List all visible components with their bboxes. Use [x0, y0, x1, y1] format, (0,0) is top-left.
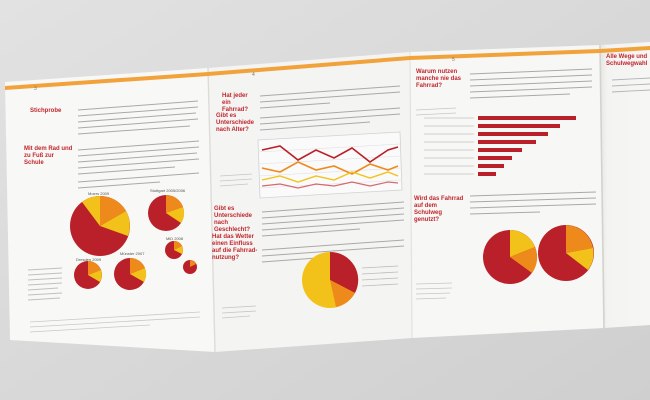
pie-chart-all-trips: [538, 225, 594, 281]
pie-label: Moers 2009: [88, 191, 110, 196]
page-number: 5: [452, 57, 455, 63]
chart-series-line: [261, 145, 399, 163]
fold-line: [207, 67, 216, 353]
pie-chart-school-route: [483, 230, 538, 284]
pie-chart-munster: [114, 257, 147, 290]
text-block: [259, 85, 401, 131]
panel-heading: Alle Wege und Schulwegwahl: [606, 54, 648, 67]
pie-label: Münster 2007: [120, 251, 145, 256]
text-block: [469, 191, 597, 215]
side-note: [219, 173, 257, 319]
line-chart: [257, 131, 403, 199]
pie-chart-stuttgart: [148, 194, 185, 231]
panel-heading: Wird das Fahrrad auf dem Schulweg genutz…: [414, 196, 464, 223]
panel-heading: Mit dem Rad und zu Fuß zur Schule: [24, 146, 73, 166]
text-block: [469, 68, 593, 99]
pie-chart-weather: [302, 251, 359, 308]
pie-label: MiD 2008: [166, 236, 184, 241]
page-number: 3: [34, 86, 37, 92]
chart-series-line: [261, 171, 399, 183]
brochure-panel-4: [600, 42, 650, 328]
header-accent-bar: [5, 46, 650, 90]
brochure-panel-2: [208, 52, 412, 352]
chart-series-line: [261, 181, 399, 189]
chart-legend: [361, 265, 399, 287]
side-note: [415, 107, 457, 300]
fold-line: [409, 51, 413, 339]
panel-heading: Warum nutzen manche nie das Fahrrad?: [416, 69, 462, 89]
panel-heading: Hat das Wetter einen Einfluss auf die Fa…: [212, 234, 258, 261]
panel-heading: Gibt es Unterschiede nach Geschlecht?: [214, 206, 253, 233]
footnote: [29, 311, 201, 333]
fold-line: [599, 44, 605, 329]
text-block: [611, 77, 650, 93]
text-block: [77, 140, 200, 189]
pie-chart-large: [70, 196, 130, 256]
panel-heading: Hat jeder ein Fahrrad?: [222, 93, 249, 113]
pie-chart-mid: [165, 241, 183, 259]
pie-label: Dresden 2009: [76, 257, 102, 262]
page-number: 4: [252, 72, 255, 78]
panel-heading: Stichprobe: [30, 108, 62, 114]
pie-chart-small: [183, 260, 197, 274]
side-note: [27, 267, 63, 301]
text-block: [77, 100, 199, 135]
pie-label: Stuttgart 2005/2006: [150, 188, 186, 193]
chart-series-line: [261, 161, 399, 175]
panel-heading: Gibt es Unterschiede nach Alter?: [216, 113, 255, 133]
pie-chart-dresden: [74, 261, 102, 289]
bar-chart: [424, 116, 576, 176]
